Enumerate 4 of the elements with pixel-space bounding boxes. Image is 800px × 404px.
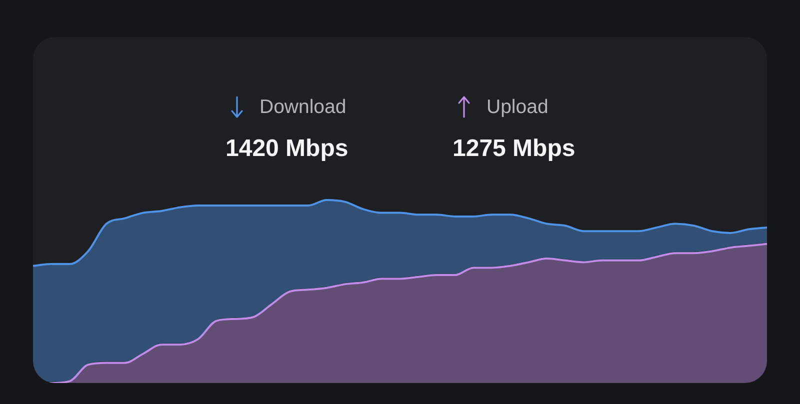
legend-label: Upload bbox=[486, 95, 548, 119]
text: 1420 Mbps bbox=[226, 135, 348, 163]
text: 1275 Mbps bbox=[452, 135, 576, 163]
legend-label: Download bbox=[260, 95, 346, 119]
